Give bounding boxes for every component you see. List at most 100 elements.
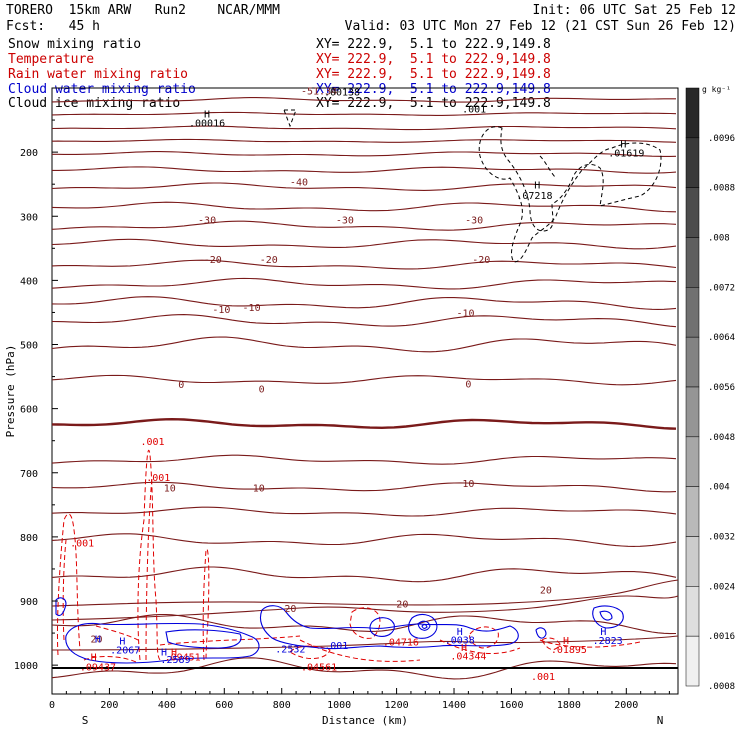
colorbar-tick-label: .008: [708, 234, 730, 244]
x-tick-label: 200: [100, 700, 118, 711]
legend-temperature-xy: XY= 222.9, 5.1 to 222.9,149.8: [316, 52, 551, 67]
y-tick-label: 700: [20, 469, 38, 480]
rain-water-label: H: [563, 636, 569, 647]
colorbar-tick-label: .0024: [708, 582, 735, 592]
colorbar-segment: [685, 187, 700, 238]
rain-water-contour-line: [62, 539, 67, 641]
temperature-label: 20: [396, 599, 408, 610]
rain-water-contour-line: [469, 626, 499, 649]
legend-rain-name: Rain water mixing ratio: [8, 67, 189, 82]
y-axis-label: Pressure (hPa): [4, 345, 17, 438]
temperature-label: 0: [259, 385, 265, 396]
temperature-contour-line: [51, 417, 677, 430]
temperature-contour-line: [52, 166, 677, 174]
rain-water-contour-line: [56, 513, 81, 656]
axes: 0 200 400 600 800 1000 1200 1400 1600 1800 2000200…: [4, 119, 670, 727]
init-time: Init: 06 UTC Sat 25 Feb 12: [532, 3, 737, 18]
x-tick-label: 1400: [442, 700, 466, 711]
y-tick-label: 500: [20, 341, 38, 352]
rain-water-label: .09437: [80, 662, 116, 673]
cloud-water-label: .0038: [445, 635, 475, 646]
temperature-label: -20: [260, 255, 278, 266]
cloud-water-label: .2823: [593, 636, 623, 647]
temperature-label: -30: [336, 215, 354, 226]
temperature-contour-line: [51, 566, 677, 583]
rain-water-contour-line: [289, 645, 331, 659]
temperature-contour-line: [51, 138, 677, 143]
rain-water-label: H: [91, 653, 97, 664]
temperature-label: 0: [465, 379, 471, 390]
legend-snow-name: Snow mixing ratio: [8, 37, 142, 52]
rain-water-label: .001: [146, 473, 170, 484]
temperature-label: 10: [462, 479, 474, 490]
colorbar-tick-label: .0048: [708, 433, 735, 443]
temperature-contour-line: [51, 481, 677, 493]
cloud-water-contour-line: [408, 613, 438, 639]
temperature-contour-line: [51, 201, 677, 213]
cloud-water-contour-line: [592, 605, 624, 629]
x-tick-label: 400: [158, 700, 176, 711]
colorbar-tick-label: .0088: [708, 184, 735, 194]
y-tick-label: 600: [20, 405, 38, 416]
colorbar-tick-label: .0008: [708, 682, 735, 692]
south-end-label: S: [82, 714, 89, 727]
colorbar-tick-label: .0056: [708, 383, 735, 393]
legend-cloud-ice-name: Cloud ice mixing ratio: [8, 96, 181, 111]
colorbar-segment: [685, 237, 700, 288]
colorbar-segment: [685, 635, 700, 687]
temperature-label: 20: [540, 585, 552, 596]
cloud-ice-label: .07218: [516, 191, 552, 202]
temperature-contour-line: [51, 277, 677, 290]
contour-labels: -51.34 -40 -30 -30 -30 -20 -20 -20 -10 -10 -10 0 0 0 1…: [70, 86, 644, 682]
cloud-water-contour-line: [417, 620, 431, 631]
colorbar: .0096 .0088 .008 .0072 .0064 .0056 .0048 .004 .0…: [685, 85, 735, 692]
temperature-contour-line: [51, 595, 679, 621]
colorbar-tick-label: .0072: [708, 283, 735, 293]
cloud-water-label: .2067: [110, 646, 140, 657]
temperature-contour-line: [51, 657, 677, 680]
y-tick-label: 800: [20, 533, 38, 544]
x-tick-label: 1000: [327, 700, 351, 711]
cloud-water-contour-line: [65, 622, 260, 664]
temperature-label: -40: [290, 177, 308, 188]
legend-temperature-name: Temperature: [8, 52, 95, 67]
colorbar-tick-label: .0016: [708, 632, 735, 642]
x-tick-label: 2000: [614, 700, 638, 711]
x-tick-label: 800: [273, 700, 291, 711]
colorbar-segment: [685, 486, 700, 537]
cloud-water-label: .2532: [275, 644, 305, 655]
rain-water-contour-line: [349, 607, 381, 639]
rain-water-label: .001: [531, 672, 555, 683]
temperature-contours: [51, 97, 679, 680]
colorbar-segment: [685, 137, 700, 188]
cloud-ice-label: H: [620, 140, 626, 151]
temperature-contour-line: [51, 454, 677, 465]
cloud-water-contour-line: [369, 617, 395, 637]
x-tick-label: 1800: [557, 700, 581, 711]
temperature-label: -10: [243, 303, 261, 314]
x-tick-label: 1600: [499, 700, 523, 711]
temperature-contour-line: [51, 111, 677, 116]
x-tick-label: 600: [215, 700, 233, 711]
temperature-contour-line: [51, 635, 679, 651]
rain-water-label: H: [461, 643, 467, 654]
rain-water-label: .04716: [383, 637, 419, 648]
colorbar-tick-label: .0064: [708, 333, 735, 343]
legend-snow-xy: XY= 222.9, 5.1 to 222.9,149.8: [316, 37, 551, 52]
cloud-water-contour-line: [165, 629, 242, 649]
cloud-water-contours: [55, 597, 624, 664]
y-tick-label: 200: [20, 148, 38, 159]
temperature-contour-line: [51, 296, 677, 310]
cloud-ice-label: .001: [462, 104, 486, 115]
cloud-water-contour-line: [599, 610, 613, 621]
cloud-water-contour-line: [55, 597, 67, 617]
temperature-label: 20: [284, 604, 296, 615]
north-end-label: N: [657, 714, 664, 727]
colorbar-segment: [685, 287, 700, 338]
rain-water-contour-line: [137, 449, 161, 661]
cloud-ice-contour-line: [478, 126, 662, 263]
cloud-water-label: .001: [324, 641, 348, 652]
colorbar-segment: [685, 336, 700, 388]
cloud-ice-contour-line: [283, 109, 297, 128]
